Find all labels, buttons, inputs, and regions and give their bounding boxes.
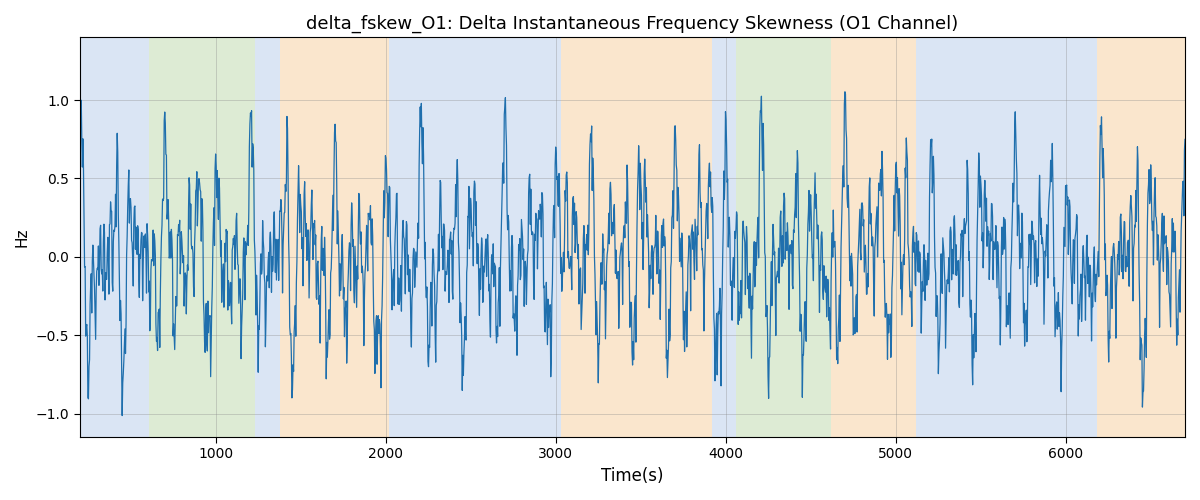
Bar xyxy=(1097,38,1186,437)
Bar xyxy=(736,38,832,437)
Bar xyxy=(832,38,917,437)
X-axis label: Time(s): Time(s) xyxy=(601,467,664,485)
Title: delta_fskew_O1: Delta Instantaneous Frequency Skewness (O1 Channel): delta_fskew_O1: Delta Instantaneous Freq… xyxy=(306,15,959,34)
Bar xyxy=(149,38,254,437)
Y-axis label: Hz: Hz xyxy=(14,228,30,247)
Bar xyxy=(389,38,560,437)
Bar xyxy=(560,38,713,437)
Bar xyxy=(281,38,389,437)
Bar xyxy=(79,38,149,437)
Bar xyxy=(713,38,736,437)
Bar xyxy=(254,38,281,437)
Bar xyxy=(917,38,1097,437)
